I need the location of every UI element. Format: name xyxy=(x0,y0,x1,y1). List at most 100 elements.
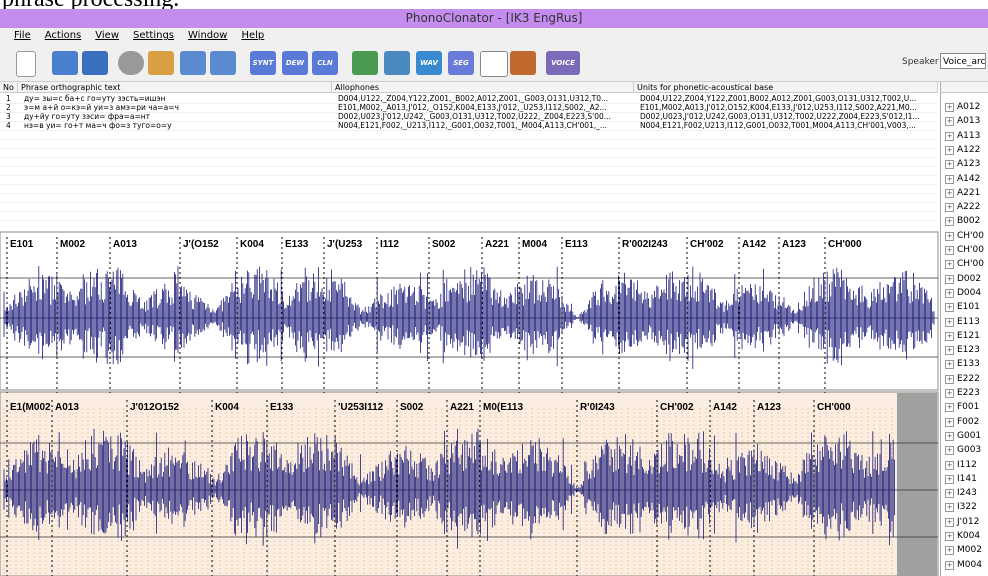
row-line xyxy=(0,112,938,113)
tree-item[interactable]: + I141 xyxy=(945,473,977,484)
tree-item-label: E101 xyxy=(957,302,980,313)
toolbar-button[interactable]: CLN xyxy=(312,51,338,75)
segment-label: K004 xyxy=(215,402,239,413)
tree-item-label: K004 xyxy=(957,531,981,541)
tree-item[interactable]: + CH'00 xyxy=(945,230,984,241)
table-cell[interactable]: N004,E121,F002,U213,I112,G001,O032,T001,… xyxy=(640,121,916,130)
tree-item[interactable]: + E101 xyxy=(945,302,980,313)
table-cell[interactable]: ду+йу го=уту зэси= фра=а=нт xyxy=(24,112,151,121)
tree-item-label: G003 xyxy=(957,445,982,456)
table-cell[interactable]: 2 xyxy=(6,103,11,112)
table-cell[interactable]: ду= зы=с ба+с го=уту зэсть=ишэн xyxy=(24,94,166,103)
tree-item-label: I141 xyxy=(957,473,977,484)
table-cell[interactable]: 4 xyxy=(6,121,11,130)
column-header: Phrase orthographic text xyxy=(18,82,332,93)
speaker-select[interactable]: Voice_arc xyxy=(940,53,986,69)
segment-label: M0(E113 xyxy=(483,402,523,413)
search-icon[interactable] xyxy=(180,51,206,75)
toolbar-button[interactable]: DEW xyxy=(282,51,308,75)
tree-item-label: A123 xyxy=(957,159,981,170)
open-icon[interactable] xyxy=(52,51,78,75)
tree-item[interactable]: + A012 xyxy=(945,102,981,112)
row-line xyxy=(0,220,938,221)
tree-item-label: E222 xyxy=(957,373,980,384)
gray-block xyxy=(897,393,937,576)
tree-item[interactable]: + CH'00 xyxy=(945,245,984,255)
table-cell[interactable]: D002,U023,J'012,U242,G003,O131,U312,T002… xyxy=(640,112,920,121)
menu-bar: File Actions View Settings Window Help xyxy=(0,28,988,43)
tree-item[interactable]: + A123 xyxy=(945,159,981,170)
table-cell[interactable]: D002,U023,J'012,U242,_G003,O131,U312,T00… xyxy=(338,112,611,121)
tree-item[interactable]: + A122 xyxy=(945,144,981,155)
tree-item[interactable]: + A013 xyxy=(945,116,981,127)
waveform xyxy=(3,266,935,369)
disc-icon[interactable] xyxy=(118,51,144,75)
tree-item[interactable]: + A221 xyxy=(945,187,981,198)
tree-item[interactable]: + A222 xyxy=(945,202,981,213)
tree-item[interactable]: + E121 xyxy=(945,330,980,341)
tool-icon[interactable] xyxy=(510,51,536,75)
menu-item[interactable]: Help xyxy=(241,30,265,41)
row-line xyxy=(0,184,938,185)
tree-item[interactable]: + J'012 xyxy=(945,516,980,527)
tree-item[interactable]: + A113 xyxy=(945,130,981,141)
menu-item[interactable]: Settings xyxy=(133,30,175,41)
tree-item[interactable]: + F002 xyxy=(945,416,980,427)
tree-item[interactable]: + G001 xyxy=(945,430,982,441)
toolbar-button[interactable]: SYNT xyxy=(250,51,276,75)
segment-label: I112 xyxy=(380,239,399,250)
menu-item[interactable]: View xyxy=(95,30,119,41)
tool-icon[interactable] xyxy=(352,51,378,75)
save-icon[interactable] xyxy=(82,51,108,75)
tree-item[interactable]: + M004 xyxy=(945,559,982,570)
tree-item[interactable]: + E222 xyxy=(945,373,980,384)
tool-icon[interactable] xyxy=(384,51,410,75)
row-line xyxy=(0,148,938,149)
tree-item[interactable]: + B002 xyxy=(945,216,981,227)
tree-item[interactable]: + D004 xyxy=(945,287,982,298)
tree-item[interactable]: + E123 xyxy=(945,345,980,356)
table-cell[interactable]: N004,E121,F002,_U213,I112,_G001,O032,T00… xyxy=(338,121,608,130)
tree-item[interactable]: + M002 xyxy=(945,545,982,556)
row-line xyxy=(0,121,938,122)
new-icon[interactable] xyxy=(16,51,36,77)
row-line xyxy=(0,193,938,194)
menu-item[interactable]: File xyxy=(14,30,31,41)
tree-item[interactable]: + G003 xyxy=(945,445,982,456)
menu-item[interactable]: Window xyxy=(188,30,228,41)
segment-label: E113 xyxy=(565,239,588,250)
tree-item[interactable]: + E113 xyxy=(945,316,980,327)
table-cell[interactable]: 3 xyxy=(6,112,11,121)
tree-item[interactable]: + I322 xyxy=(945,502,977,513)
search2-icon[interactable] xyxy=(210,51,236,75)
row-line xyxy=(0,175,938,176)
segment-label: S002 xyxy=(400,402,424,413)
phrase-table: No Phrase orthographic text Allophones Unit… xyxy=(0,82,938,230)
tree-item[interactable]: + F001 xyxy=(945,402,980,413)
table-cell[interactable]: 1 xyxy=(6,94,11,103)
tree-item-label: E123 xyxy=(957,345,980,356)
tree-item[interactable]: + K004 xyxy=(945,531,981,541)
edit-icon[interactable] xyxy=(148,51,174,75)
segment-label: J'(O152 xyxy=(183,239,219,250)
toolbar-button[interactable]: WAV xyxy=(416,51,442,75)
table-cell[interactable]: э=м а+й о=кэ=й уи=з амэ=ри ча=а=ч xyxy=(24,103,179,112)
tree-item[interactable]: + D002 xyxy=(945,273,982,284)
tree-item[interactable]: + E133 xyxy=(945,359,980,370)
tree-item[interactable]: + I243 xyxy=(945,488,977,499)
tree-item[interactable]: + E223 xyxy=(945,388,980,398)
toolbar-button[interactable]: SEG xyxy=(448,51,474,75)
table-cell[interactable]: D004,U122,_Z004,Y122,Z001,_B002,A012,Z00… xyxy=(338,94,609,103)
table-cell[interactable]: нэ=в уи= го+т ма=ч фо=з туго=о=у xyxy=(24,121,172,130)
segment-label: K004 xyxy=(240,239,264,250)
tree-item[interactable]: + I112 xyxy=(945,459,977,470)
menu-item[interactable]: Actions xyxy=(44,30,82,41)
table-cell[interactable]: E101,M002,_A013,J'012,_O152,K004,E133,J'… xyxy=(338,103,607,112)
tree-item[interactable]: + CH'00 xyxy=(945,259,984,270)
table-cell[interactable]: E101,M002,A013,J'012,O152,K004,E133,J'01… xyxy=(640,103,917,112)
toolbar-button[interactable]: VOICE xyxy=(546,51,580,75)
tree-item-label: M002 xyxy=(957,545,982,556)
list-icon[interactable] xyxy=(480,51,508,77)
table-cell[interactable]: D004,U122,Z004,Y122,Z001,B002,A012,Z001,… xyxy=(640,94,917,103)
tree-item[interactable]: + A142 xyxy=(945,173,981,184)
